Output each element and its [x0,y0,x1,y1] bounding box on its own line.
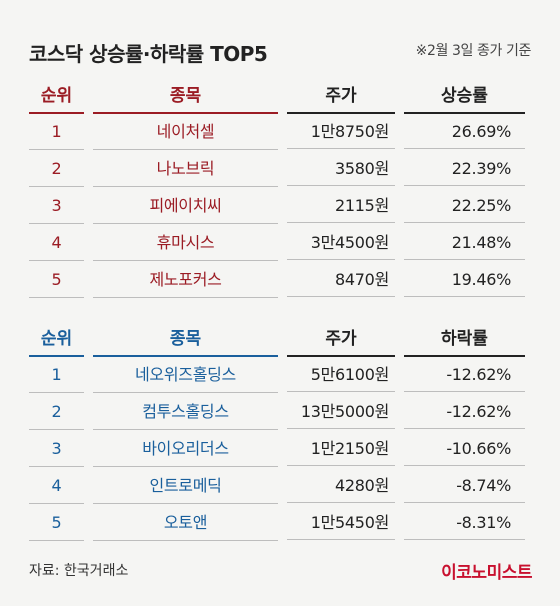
rate-cell: -10.66% [404,430,525,466]
rank-cell: 3 [29,430,84,467]
rank-cell: 4 [29,467,84,504]
rank-cell: 4 [29,224,84,261]
price-cell: 1만5450원 [287,504,395,540]
header-price: 주가 [287,79,395,114]
table-row: 4 휴마시스 3만4500원 21.48% [29,224,525,261]
rank-cell: 1 [29,356,84,393]
header-rank: 순위 [29,79,84,114]
stock-name-cell: 제노포커스 [93,261,278,298]
stock-name-cell: 휴마시스 [93,224,278,261]
table-row: 4 인트로메딕 4280원 -8.74% [29,467,525,504]
date-note: ※2월 3일 종가 기준 [415,43,532,59]
losers-header-row: 순위 종목 주가 하락률 [29,322,525,357]
price-cell: 2115원 [287,187,395,223]
price-cell: 4280원 [287,467,395,503]
rank-cell: 2 [29,150,84,187]
price-cell: 1만2150원 [287,430,395,466]
table-row: 2 컴투스홀딩스 13만5000원 -12.62% [29,393,525,430]
rate-cell: -8.74% [404,467,525,503]
header-name: 종목 [93,322,278,357]
price-cell: 3만4500원 [287,224,395,260]
gainers-header-row: 순위 종목 주가 상승률 [29,79,525,114]
price-cell: 5만6100원 [287,356,395,392]
table-row: 1 네이처셀 1만8750원 26.69% [29,113,525,150]
header-price: 주가 [287,322,395,357]
source-note: 자료: 한국거래소 [29,563,129,579]
table-row: 3 피에이치씨 2115원 22.25% [29,187,525,224]
rank-cell: 3 [29,187,84,224]
gainers-table: 순위 종목 주가 상승률 1 네이처셀 1만8750원 26.69% 2 나노브… [29,79,525,298]
table-row: 5 오토앤 1만5450원 -8.31% [29,504,525,541]
stock-name-cell: 인트로메딕 [93,467,278,504]
stock-name-cell: 나노브릭 [93,150,278,187]
table-row: 2 나노브릭 3580원 22.39% [29,150,525,187]
price-cell: 13만5000원 [287,393,395,429]
rate-cell: -8.31% [404,504,525,540]
rate-cell: 26.69% [404,113,525,149]
header-rank: 순위 [29,322,84,357]
stock-name-cell: 바이오리더스 [93,430,278,467]
price-cell: 1만8750원 [287,113,395,149]
rate-cell: 21.48% [404,224,525,260]
stock-name-cell: 피에이치씨 [93,187,278,224]
price-cell: 8470원 [287,261,395,297]
losers-table: 순위 종목 주가 하락률 1 네오위즈홀딩스 5만6100원 -12.62% 2… [29,322,525,541]
rank-cell: 2 [29,393,84,430]
price-cell: 3580원 [287,150,395,186]
stock-name-cell: 오토앤 [93,504,278,541]
rate-cell: 22.25% [404,187,525,223]
publisher-logo: 이코노미스트 [441,563,532,583]
table-row: 3 바이오리더스 1만2150원 -10.66% [29,430,525,467]
header-rate: 상승률 [404,79,525,114]
stock-name-cell: 컴투스홀딩스 [93,393,278,430]
header-name: 종목 [93,79,278,114]
rate-cell: 22.39% [404,150,525,186]
header-rate: 하락률 [404,322,525,357]
rank-cell: 5 [29,261,84,298]
rate-cell: 19.46% [404,261,525,297]
rank-cell: 5 [29,504,84,541]
stock-name-cell: 네오위즈홀딩스 [93,356,278,393]
stock-name-cell: 네이처셀 [93,113,278,150]
page-title: 코스닥 상승률·하락률 TOP5 [29,42,268,66]
rate-cell: -12.62% [404,393,525,429]
rate-cell: -12.62% [404,356,525,392]
table-row: 1 네오위즈홀딩스 5만6100원 -12.62% [29,356,525,393]
rank-cell: 1 [29,113,84,150]
table-row: 5 제노포커스 8470원 19.46% [29,261,525,298]
